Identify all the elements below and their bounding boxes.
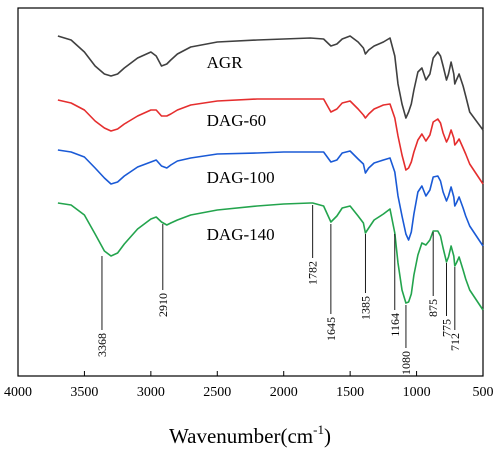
series-labels: AGR DAG-60 DAG-100 DAG-140 <box>207 53 275 244</box>
series-line-dag-60 <box>57 98 484 185</box>
series-label-dag-140: DAG-140 <box>207 225 275 244</box>
peak-label: 3368 <box>95 333 109 357</box>
x-tick-label: 4000 <box>4 385 32 400</box>
x-axis-ticks: 4000 3500 3000 2500 2000 1500 1000 500 <box>4 371 494 400</box>
x-tick-label: 2500 <box>203 385 231 400</box>
x-tick-label: 500 <box>473 385 494 400</box>
series-label-dag-60: DAG-60 <box>207 111 267 130</box>
peak-label: 712 <box>448 333 462 351</box>
peak-label: 1385 <box>358 296 372 320</box>
x-tick-label: 1500 <box>336 385 364 400</box>
x-tick-label: 1000 <box>403 385 431 400</box>
peak-label: 1782 <box>306 261 320 285</box>
series-group <box>57 35 484 311</box>
peak-label: 875 <box>426 299 440 317</box>
peak-label: 1164 <box>388 313 402 337</box>
x-tick-label: 3500 <box>70 385 98 400</box>
peak-label: 1080 <box>399 351 413 375</box>
x-tick-label: 2000 <box>270 385 298 400</box>
peak-label: 1645 <box>324 317 338 341</box>
x-tick-label: 3000 <box>137 385 165 400</box>
series-line-agr <box>57 35 484 131</box>
series-label-dag-100: DAG-100 <box>207 168 275 187</box>
series-line-dag-100 <box>57 149 484 247</box>
series-label-agr: AGR <box>207 53 244 72</box>
x-axis-title: Wavenumber(cm-1) <box>169 422 331 448</box>
peak-label: 775 <box>439 319 453 337</box>
peak-label: 2910 <box>156 293 170 317</box>
series-line-dag-140 <box>57 202 484 311</box>
plot-frame <box>17 7 484 377</box>
